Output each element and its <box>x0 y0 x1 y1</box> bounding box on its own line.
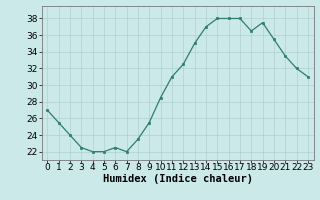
X-axis label: Humidex (Indice chaleur): Humidex (Indice chaleur) <box>103 174 252 184</box>
